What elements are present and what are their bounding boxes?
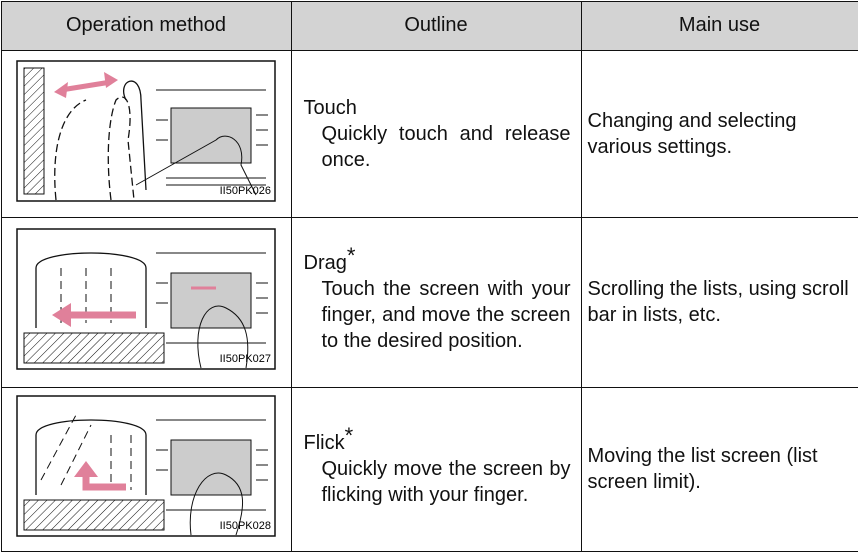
outline-title: Drag xyxy=(304,252,347,274)
image-code: II50PK027 xyxy=(220,353,271,365)
illustration: II50PK028 xyxy=(16,395,276,537)
image-cell: II50PK026 xyxy=(1,50,291,217)
header-cell: Outline xyxy=(291,1,581,50)
header-row: Operation method Outline Main use xyxy=(1,1,858,50)
image-code: II50PK026 xyxy=(220,185,271,197)
outline-title: Flick xyxy=(304,432,345,454)
header-cell: Operation method xyxy=(1,1,291,50)
outline-cell: Flick* Quickly move the screen by flicki… xyxy=(291,387,581,551)
outline-cell: Touch Quickly touch and release once. xyxy=(291,50,581,217)
outline-text: Quickly move the screen by flicking with… xyxy=(304,456,571,508)
illustration: II50PK027 xyxy=(16,228,276,370)
image-cell: II50PK028 xyxy=(1,387,291,551)
outline-cell: Drag* Touch the screen with your finger,… xyxy=(291,217,581,387)
main-use-cell: Moving the list screen (list screen limi… xyxy=(581,387,858,551)
outline-title: Touch xyxy=(304,95,571,121)
outline-text: Touch the screen with your finger, and m… xyxy=(304,276,571,354)
image-cell: II50PK027 xyxy=(1,217,291,387)
row: II50PK027 Drag* Touch the screen with yo… xyxy=(1,217,858,387)
main-use-cell: Scrolling the lists, using scroll bar in… xyxy=(581,217,858,387)
note-mark: * xyxy=(347,243,356,268)
outline-title-line: Flick* xyxy=(304,430,571,456)
main-use-cell: Changing and selecting various settings. xyxy=(581,50,858,217)
illustration: II50PK026 xyxy=(16,60,276,202)
row: II50PK026 Touch Quickly touch and releas… xyxy=(1,50,858,217)
image-code: II50PK028 xyxy=(220,520,271,532)
note-mark: * xyxy=(345,423,354,448)
outline-title-line: Drag* xyxy=(304,250,571,276)
row: II50PK028 Flick* Quickly move the screen… xyxy=(1,387,858,551)
header-cell: Main use xyxy=(581,1,858,50)
outline-text: Quickly touch and release once. xyxy=(304,121,571,173)
